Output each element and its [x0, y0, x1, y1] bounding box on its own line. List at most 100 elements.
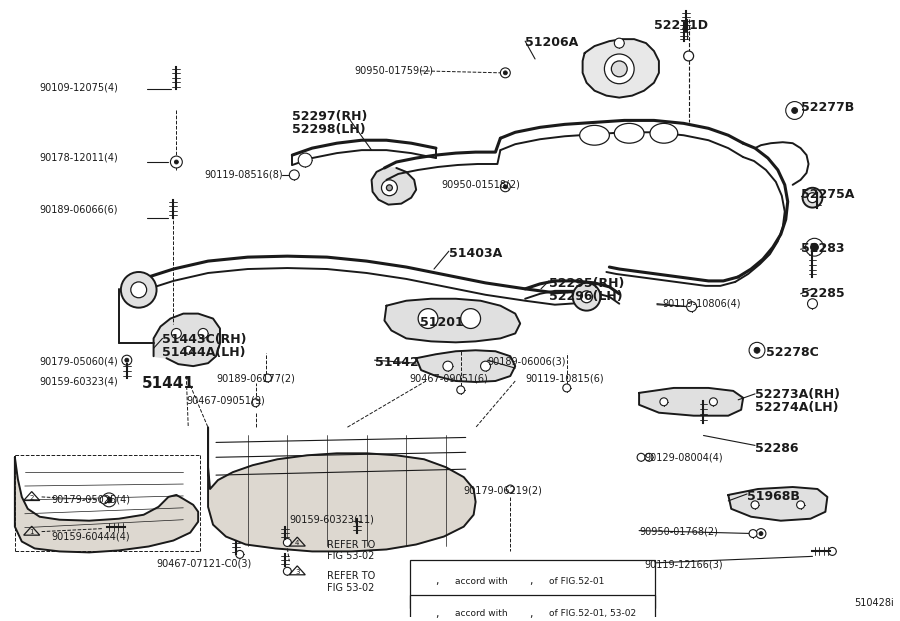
Text: 90189-06066(6): 90189-06066(6)	[40, 205, 118, 215]
Text: 90119-10806(4): 90119-10806(4)	[662, 299, 741, 309]
Circle shape	[605, 54, 634, 84]
Circle shape	[572, 283, 600, 310]
Circle shape	[461, 309, 481, 329]
Text: 4: 4	[295, 540, 300, 546]
Text: 52273A(RH): 52273A(RH)	[755, 388, 840, 401]
Circle shape	[121, 272, 157, 307]
Text: 51442: 51442	[374, 356, 418, 369]
Text: 2: 2	[536, 578, 540, 584]
Polygon shape	[372, 168, 416, 205]
Text: 51403A: 51403A	[449, 247, 502, 260]
Text: 3: 3	[295, 569, 300, 575]
Text: 1: 1	[422, 578, 427, 584]
Text: 51444A(LH): 51444A(LH)	[163, 347, 246, 360]
Text: 2: 2	[30, 495, 34, 501]
Text: 52275A: 52275A	[801, 188, 854, 201]
Text: 90159-60323(4): 90159-60323(4)	[40, 376, 119, 386]
Text: FIG 53-02: FIG 53-02	[327, 583, 374, 593]
Circle shape	[759, 532, 763, 535]
Circle shape	[500, 182, 510, 192]
Polygon shape	[728, 487, 827, 520]
Text: 51443C(RH): 51443C(RH)	[163, 333, 247, 347]
Circle shape	[684, 51, 694, 61]
Circle shape	[252, 399, 259, 407]
Circle shape	[792, 107, 797, 114]
Polygon shape	[582, 39, 659, 97]
Polygon shape	[416, 350, 515, 382]
Circle shape	[507, 485, 514, 493]
Text: ,: ,	[435, 576, 438, 586]
Circle shape	[749, 530, 757, 538]
Polygon shape	[154, 314, 220, 366]
Text: 90159-60444(4): 90159-60444(4)	[51, 532, 130, 542]
Text: 90950-01768(2): 90950-01768(2)	[639, 527, 718, 537]
Text: 90159-60323(11): 90159-60323(11)	[289, 515, 374, 525]
Text: 90950-01759(2): 90950-01759(2)	[355, 66, 434, 76]
Circle shape	[615, 38, 625, 48]
Circle shape	[100, 496, 108, 504]
Text: FIG 53-02: FIG 53-02	[327, 551, 374, 561]
Circle shape	[803, 188, 823, 207]
Text: ,: ,	[529, 576, 533, 586]
Circle shape	[122, 355, 131, 365]
Circle shape	[284, 567, 292, 575]
Circle shape	[754, 347, 760, 353]
FancyBboxPatch shape	[410, 560, 655, 608]
Polygon shape	[384, 299, 520, 342]
Text: 90178-12011(4): 90178-12011(4)	[40, 152, 119, 162]
Circle shape	[580, 291, 592, 302]
Text: 3: 3	[422, 610, 427, 617]
Text: 52277B: 52277B	[801, 101, 854, 114]
Circle shape	[170, 156, 183, 168]
Text: 90119-08516(8): 90119-08516(8)	[204, 170, 283, 180]
Text: 52297(RH): 52297(RH)	[292, 111, 368, 124]
Text: 90467-09051(6): 90467-09051(6)	[410, 373, 488, 383]
Polygon shape	[639, 388, 743, 415]
Text: 52285: 52285	[801, 287, 844, 300]
Text: 2: 2	[442, 578, 446, 584]
Circle shape	[298, 153, 312, 167]
Circle shape	[828, 548, 836, 555]
Circle shape	[382, 180, 397, 196]
Circle shape	[130, 282, 147, 297]
Circle shape	[175, 160, 178, 164]
Text: 90189-06006(3): 90189-06006(3)	[488, 356, 566, 366]
Text: of FIG.52-01: of FIG.52-01	[549, 577, 604, 586]
Text: 90467-09051(9): 90467-09051(9)	[186, 396, 265, 406]
Circle shape	[418, 309, 438, 329]
Circle shape	[687, 302, 697, 312]
Text: 90179-05060(4): 90179-05060(4)	[40, 356, 119, 366]
Text: 90179-06219(2): 90179-06219(2)	[464, 485, 543, 495]
Circle shape	[811, 243, 818, 251]
FancyBboxPatch shape	[410, 595, 655, 621]
Circle shape	[264, 374, 272, 382]
Circle shape	[756, 528, 766, 538]
Circle shape	[125, 358, 129, 362]
Circle shape	[807, 193, 817, 202]
Text: 90119-10815(6): 90119-10815(6)	[525, 373, 604, 383]
Text: REFER TO: REFER TO	[327, 571, 375, 581]
Circle shape	[289, 170, 299, 180]
Circle shape	[749, 342, 765, 358]
Circle shape	[106, 497, 112, 503]
Circle shape	[171, 329, 181, 338]
Text: 510428i: 510428i	[854, 598, 894, 608]
Text: 52271D: 52271D	[654, 19, 708, 32]
Text: 4: 4	[442, 610, 446, 617]
Circle shape	[752, 501, 759, 509]
Text: 1: 1	[30, 530, 34, 535]
Circle shape	[645, 453, 653, 461]
Circle shape	[806, 238, 824, 256]
Text: ,: ,	[435, 609, 438, 619]
Text: 90950-01518(2): 90950-01518(2)	[441, 180, 520, 190]
Text: 52278C: 52278C	[766, 347, 819, 360]
Text: 90129-08004(4): 90129-08004(4)	[644, 452, 723, 462]
Circle shape	[709, 398, 717, 406]
Circle shape	[503, 185, 508, 189]
Text: 52295(RH): 52295(RH)	[549, 277, 625, 290]
Text: 52283: 52283	[801, 242, 844, 255]
Text: 51201: 51201	[420, 315, 464, 329]
Text: ,: ,	[529, 609, 533, 619]
Text: 52286: 52286	[755, 442, 798, 455]
Circle shape	[562, 384, 571, 392]
